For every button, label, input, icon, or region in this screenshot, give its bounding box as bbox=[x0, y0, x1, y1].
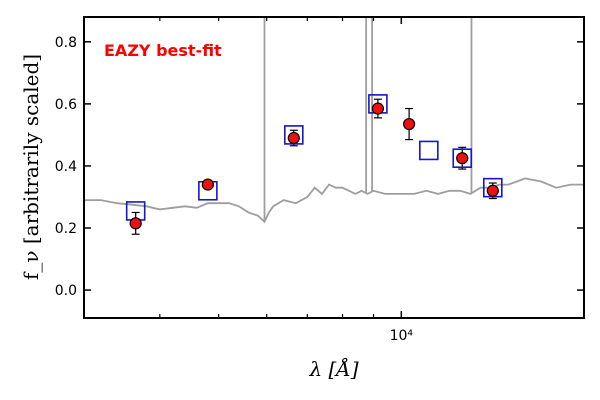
x-axis-label: λ [Å] bbox=[308, 356, 358, 381]
observed-point-6 bbox=[486, 184, 499, 197]
y-tick-label-4: 0.8 bbox=[55, 35, 77, 51]
y-tick-label-1: 0.2 bbox=[55, 221, 77, 237]
plot-frame bbox=[83, 16, 585, 319]
observed-point-2 bbox=[287, 131, 300, 145]
errorbar-layer bbox=[131, 98, 497, 235]
model-box-4 bbox=[419, 140, 439, 161]
y-tick-label-0: 0.0 bbox=[55, 283, 77, 299]
tick-label-layer: 0.0 0.2 0.4 0.6 0.8 10⁴ bbox=[55, 35, 414, 344]
y-axis-label: f_ν [arbitrarily scaled] bbox=[19, 54, 43, 280]
observed-point-1 bbox=[201, 178, 214, 191]
model-box-5 bbox=[452, 148, 473, 168]
y-tick-label-3: 0.6 bbox=[55, 97, 77, 113]
observed-point-4 bbox=[403, 117, 416, 131]
observed-point-0 bbox=[129, 217, 142, 230]
y-tick-label-2: 0.4 bbox=[55, 159, 77, 175]
x-tick-label-0: 10⁴ bbox=[390, 328, 414, 344]
model-box-layer bbox=[125, 94, 503, 221]
model-spectrum-line bbox=[84, 177, 584, 224]
observed-point-5 bbox=[456, 152, 469, 165]
spectrum-layer bbox=[84, 177, 584, 224]
tick-layer bbox=[84, 17, 585, 318]
observed-point-layer bbox=[129, 102, 499, 230]
emission-lines-layer bbox=[263, 17, 473, 222]
observed-point-3 bbox=[371, 102, 385, 115]
annotation: EAZY best-fit bbox=[104, 41, 222, 60]
